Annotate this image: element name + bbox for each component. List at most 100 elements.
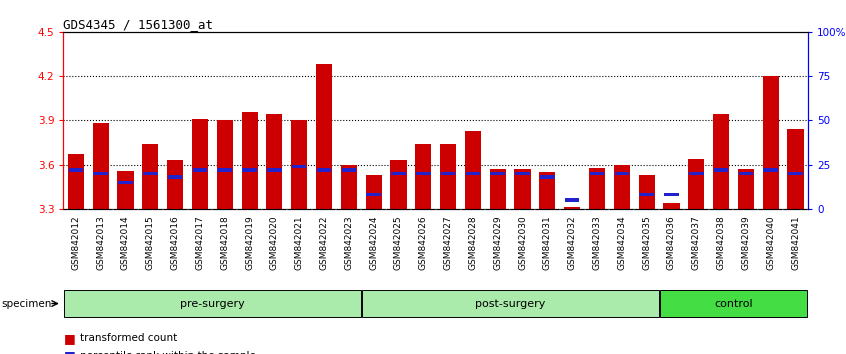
Bar (788, 172, 803, 175)
Text: GSM842039: GSM842039 (741, 215, 750, 270)
Text: GSM842037: GSM842037 (692, 215, 700, 270)
Text: GSM842021: GSM842021 (294, 215, 304, 270)
Bar (739, 172, 753, 175)
Text: GSM842040: GSM842040 (766, 215, 775, 270)
Bar (688, 159, 705, 209)
Bar (640, 193, 654, 196)
Text: GSM842036: GSM842036 (667, 215, 676, 270)
Text: specimen: specimen (2, 298, 52, 309)
Bar (292, 165, 306, 168)
Text: GSM842019: GSM842019 (245, 215, 254, 270)
Text: GSM842033: GSM842033 (592, 215, 602, 270)
Bar (362, 290, 658, 317)
Bar (118, 181, 133, 184)
Bar (118, 171, 134, 209)
Bar (590, 172, 604, 175)
Bar (391, 172, 406, 175)
Text: GSM842018: GSM842018 (220, 215, 229, 270)
Text: GSM842016: GSM842016 (171, 215, 179, 270)
Text: GSM842017: GSM842017 (195, 215, 205, 270)
Bar (68, 154, 84, 209)
Bar (664, 193, 678, 196)
Bar (168, 175, 183, 179)
Text: GSM842032: GSM842032 (568, 215, 577, 270)
Bar (589, 167, 605, 209)
Bar (614, 172, 629, 175)
Text: GSM842029: GSM842029 (493, 215, 503, 270)
Bar (763, 168, 778, 172)
Bar (415, 144, 431, 209)
Bar (514, 169, 530, 209)
Bar (639, 175, 655, 209)
Text: GSM842015: GSM842015 (146, 215, 155, 270)
Text: GSM842031: GSM842031 (543, 215, 552, 270)
Bar (365, 175, 382, 209)
Bar (142, 144, 158, 209)
Bar (540, 175, 555, 179)
Bar (416, 172, 431, 175)
Text: GSM842041: GSM842041 (791, 215, 800, 270)
Bar (267, 168, 282, 172)
Bar (193, 168, 207, 172)
Bar (192, 119, 208, 209)
Text: percentile rank within the sample: percentile rank within the sample (80, 351, 256, 354)
Bar (266, 114, 283, 209)
Bar (366, 193, 381, 196)
Text: GSM842026: GSM842026 (419, 215, 428, 270)
Bar (714, 168, 728, 172)
Bar (713, 114, 729, 209)
Bar (291, 120, 307, 209)
Bar (217, 120, 233, 209)
Text: GSM842012: GSM842012 (71, 215, 80, 270)
Text: transformed count: transformed count (80, 333, 178, 343)
Bar (316, 64, 332, 209)
Text: ■: ■ (63, 349, 75, 354)
Text: GSM842023: GSM842023 (344, 215, 354, 270)
Bar (738, 169, 754, 209)
Text: pre-surgery: pre-surgery (180, 298, 244, 309)
Bar (242, 168, 257, 172)
Text: control: control (714, 298, 753, 309)
Bar (660, 290, 807, 317)
Bar (143, 172, 157, 175)
Bar (64, 290, 360, 317)
Bar (440, 144, 456, 209)
Bar (341, 165, 357, 209)
Bar (217, 168, 232, 172)
Text: ■: ■ (63, 332, 75, 344)
Bar (565, 198, 580, 202)
Bar (663, 203, 679, 209)
Bar (539, 172, 556, 209)
Bar (390, 160, 407, 209)
Text: GSM842025: GSM842025 (394, 215, 403, 270)
Bar (762, 76, 779, 209)
Text: GSM842014: GSM842014 (121, 215, 130, 270)
Bar (464, 131, 481, 209)
Text: GSM842022: GSM842022 (320, 215, 328, 270)
Text: GSM842013: GSM842013 (96, 215, 105, 270)
Text: GSM842035: GSM842035 (642, 215, 651, 270)
Text: post-surgery: post-surgery (475, 298, 546, 309)
Bar (167, 160, 184, 209)
Bar (490, 169, 506, 209)
Bar (515, 172, 530, 175)
Bar (441, 172, 455, 175)
Text: GSM842027: GSM842027 (443, 215, 453, 270)
Text: GSM842030: GSM842030 (518, 215, 527, 270)
Bar (241, 112, 258, 209)
Bar (689, 172, 704, 175)
Bar (93, 172, 108, 175)
Text: GSM842028: GSM842028 (469, 215, 477, 270)
Bar (92, 123, 109, 209)
Text: GSM842038: GSM842038 (717, 215, 726, 270)
Text: GSM842034: GSM842034 (618, 215, 626, 270)
Bar (69, 168, 83, 172)
Bar (788, 129, 804, 209)
Text: GSM842024: GSM842024 (369, 215, 378, 270)
Bar (564, 207, 580, 209)
Text: GSM842020: GSM842020 (270, 215, 279, 270)
Bar (613, 165, 630, 209)
Bar (465, 172, 481, 175)
Bar (342, 168, 356, 172)
Text: GDS4345 / 1561300_at: GDS4345 / 1561300_at (63, 18, 213, 31)
